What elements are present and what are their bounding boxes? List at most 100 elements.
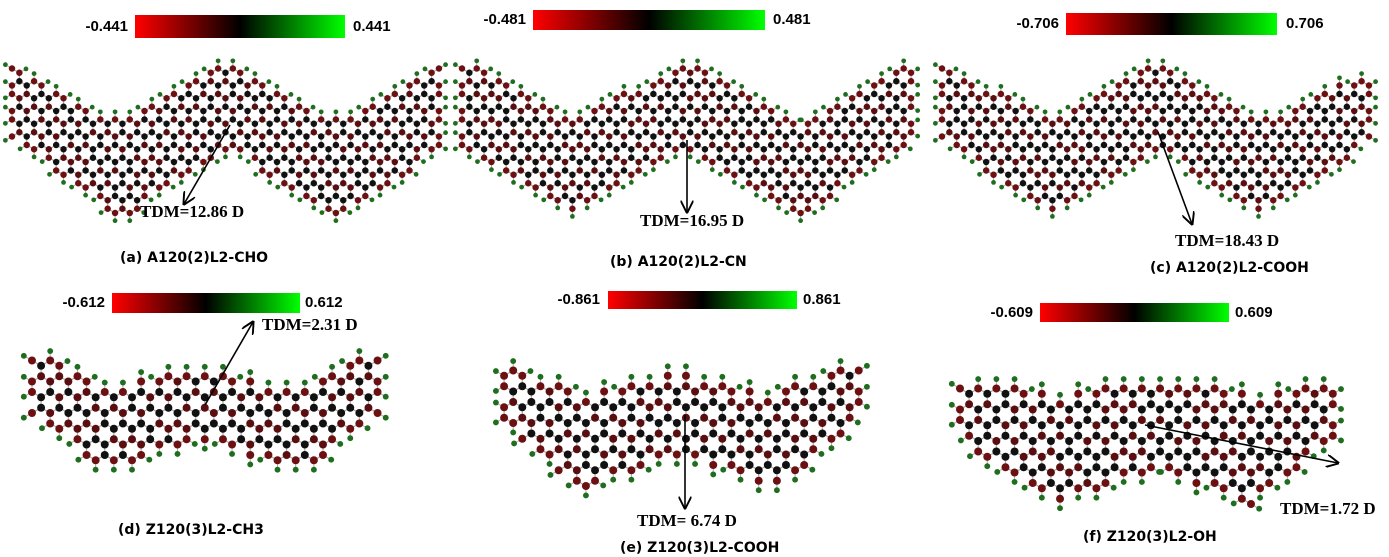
- carbon-atom: [503, 159, 509, 165]
- carbon-atom: [790, 121, 796, 127]
- hydrogen-atom: [3, 79, 8, 84]
- carbon-atom: [466, 129, 472, 135]
- carbon-atom: [149, 155, 155, 161]
- carbon-atom: [546, 388, 554, 396]
- carbon-atom: [1012, 108, 1018, 114]
- carbon-atom: [849, 172, 855, 178]
- hydrogen-atom: [977, 172, 982, 177]
- carbon-atom: [846, 414, 854, 422]
- carbon-atom: [310, 425, 318, 433]
- carbon-atom: [871, 91, 877, 97]
- carbon-atom: [746, 398, 754, 406]
- hydrogen-atom: [1358, 146, 1363, 151]
- carbon-atom: [658, 78, 664, 84]
- carbon-atom: [1314, 95, 1320, 101]
- carbon-atom: [946, 129, 952, 135]
- carbon-atom: [303, 108, 309, 114]
- carbon-atom: [664, 372, 672, 380]
- carbon-atom: [325, 197, 331, 203]
- hydrogen-atom: [688, 155, 693, 160]
- carbon-atom: [1292, 133, 1298, 139]
- carbon-atom: [112, 210, 118, 216]
- carbon-atom: [672, 146, 678, 152]
- carbon-atom: [1012, 184, 1018, 190]
- carbon-atom: [737, 403, 745, 411]
- carbon-atom: [775, 121, 781, 127]
- carbon-atom: [716, 78, 722, 84]
- carbon-atom: [1358, 104, 1364, 110]
- carbon-atom: [746, 461, 754, 469]
- carbon-atom: [827, 108, 833, 114]
- carbon-atom: [215, 82, 221, 88]
- carbon-atom: [55, 362, 63, 370]
- carbon-atom: [1101, 142, 1107, 148]
- carbon-atom: [1270, 146, 1276, 152]
- hydrogen-atom: [1227, 197, 1232, 202]
- carbon-atom: [1071, 142, 1077, 148]
- carbon-atom: [60, 104, 66, 110]
- hydrogen-atom: [1373, 95, 1378, 100]
- carbon-atom: [1344, 146, 1350, 152]
- hydrogen-atom: [75, 457, 81, 463]
- carbon-atom: [406, 108, 412, 114]
- carbon-atom: [1152, 78, 1158, 84]
- carbon-atom: [1138, 155, 1144, 161]
- carbon-atom: [1012, 116, 1018, 122]
- carbon-atom: [1042, 193, 1048, 199]
- carbon-atom: [665, 116, 671, 122]
- carbon-atom: [355, 129, 361, 135]
- carbon-atom: [536, 435, 544, 443]
- carbon-atom: [573, 435, 581, 443]
- carbon-atom: [503, 91, 509, 97]
- carbon-atom: [46, 378, 54, 386]
- carbon-atom: [155, 441, 163, 449]
- carbon-atom: [577, 167, 583, 173]
- carbon-atom: [939, 82, 945, 88]
- carbon-atom: [201, 435, 209, 443]
- carbon-atom: [753, 167, 759, 173]
- carbon-atom: [525, 155, 531, 161]
- carbon-atom: [75, 121, 81, 127]
- carbon-atom: [555, 435, 563, 443]
- carbon-atom: [183, 372, 191, 380]
- carbon-atom: [547, 193, 553, 199]
- carbon-atom: [134, 146, 140, 152]
- carbon-atom: [384, 155, 390, 161]
- carbon-atom: [1292, 167, 1298, 173]
- hydrogen-atom: [680, 58, 685, 63]
- carbon-atom: [318, 142, 324, 148]
- carbon-atom: [311, 197, 317, 203]
- carbon-atom: [518, 403, 526, 411]
- carbon-atom: [1233, 108, 1239, 114]
- carbon-atom: [222, 78, 228, 84]
- carbon-atom: [518, 167, 524, 173]
- carbon-atom: [555, 466, 563, 474]
- carbon-atom: [303, 159, 309, 165]
- carbon-atom: [655, 430, 663, 438]
- carbon-atom: [127, 167, 133, 173]
- carbon-atom: [1057, 193, 1063, 199]
- carbon-atom: [1233, 193, 1239, 199]
- hydrogen-atom: [1131, 167, 1136, 172]
- carbon-atom: [791, 382, 799, 390]
- carbon-atom: [1196, 129, 1202, 135]
- carbon-atom: [755, 477, 763, 485]
- carbon-atom: [1314, 146, 1320, 152]
- carbon-atom: [856, 142, 862, 148]
- carbon-atom: [193, 155, 199, 161]
- carbon-atom: [525, 146, 531, 152]
- hydrogen-atom: [1110, 79, 1115, 84]
- carbon-atom: [532, 108, 538, 114]
- carbon-atom: [414, 155, 420, 161]
- hydrogen-atom: [629, 180, 634, 185]
- hydrogen-atom: [66, 441, 72, 447]
- hydrogen-atom: [1079, 197, 1084, 202]
- carbon-atom: [800, 451, 808, 459]
- carbon-atom: [628, 129, 634, 135]
- hydrogen-atom: [717, 71, 722, 76]
- hydrogen-atom: [719, 374, 725, 380]
- carbon-atom: [1241, 121, 1247, 127]
- carbon-atom: [591, 167, 597, 173]
- carbon-atom: [569, 197, 575, 203]
- hydrogen-atom: [172, 84, 177, 89]
